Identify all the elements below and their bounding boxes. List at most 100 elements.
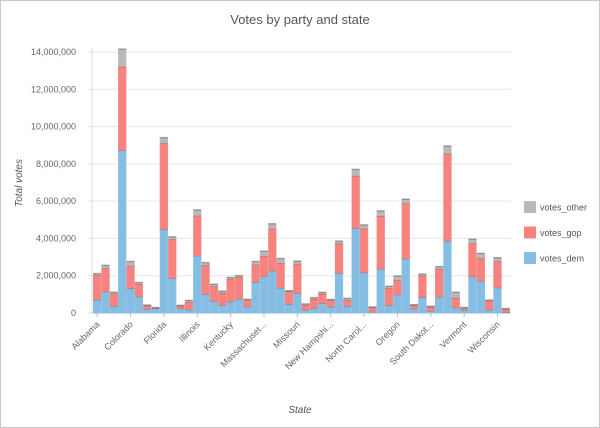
bar-segment-votes_other[interactable] bbox=[126, 260, 135, 267]
bar-segment-votes_gop[interactable] bbox=[251, 263, 260, 283]
bar-segment-votes_gop[interactable] bbox=[201, 264, 210, 295]
bar-segment-votes_dem[interactable] bbox=[493, 286, 502, 314]
bar-stack-hawaii[interactable] bbox=[176, 304, 185, 314]
bar-segment-votes_gop[interactable] bbox=[93, 274, 102, 300]
bar-stack-colorado[interactable] bbox=[126, 260, 135, 314]
bar-segment-votes_dem[interactable] bbox=[359, 271, 369, 314]
bar-stack-north-carolina[interactable] bbox=[359, 224, 369, 314]
bar-segment-votes_other[interactable] bbox=[93, 272, 102, 276]
bar-segment-votes_other[interactable] bbox=[209, 283, 219, 287]
bar-segment-votes_gop[interactable] bbox=[159, 142, 169, 230]
bar-segment-votes_other[interactable] bbox=[326, 298, 335, 301]
bar-segment-votes_other[interactable] bbox=[168, 236, 177, 240]
bar-stack-utah[interactable] bbox=[451, 291, 460, 314]
bar-segment-votes_other[interactable] bbox=[426, 305, 435, 307]
bar-segment-votes_dem[interactable] bbox=[218, 304, 227, 314]
bar-segment-votes_dem[interactable] bbox=[293, 292, 302, 314]
bar-segment-votes_other[interactable] bbox=[384, 285, 394, 288]
bar-segment-votes_gop[interactable] bbox=[218, 291, 227, 306]
bar-stack-kansas[interactable] bbox=[218, 290, 227, 314]
bar-segment-votes_dem[interactable] bbox=[168, 277, 177, 314]
bar-segment-votes_other[interactable] bbox=[301, 303, 310, 305]
bar-segment-votes_dem[interactable] bbox=[468, 275, 477, 314]
bar-segment-votes_other[interactable] bbox=[226, 276, 235, 280]
bar-stack-mississippi[interactable] bbox=[284, 289, 294, 314]
bar-stack-north-dakota[interactable] bbox=[368, 306, 377, 314]
bar-stack-rhode-island[interactable] bbox=[409, 303, 419, 314]
bar-segment-votes_gop[interactable] bbox=[234, 275, 244, 299]
bar-segment-votes_gop[interactable] bbox=[451, 297, 460, 308]
bar-segment-votes_other[interactable] bbox=[218, 290, 227, 293]
bar-stack-illinois[interactable] bbox=[193, 209, 202, 314]
bar-segment-votes_gop[interactable] bbox=[484, 299, 494, 310]
bar-stack-missouri[interactable] bbox=[293, 260, 302, 314]
bar-segment-votes_gop[interactable] bbox=[334, 242, 344, 274]
bar-stack-pennsylvania[interactable] bbox=[401, 198, 410, 314]
bar-segment-votes_other[interactable] bbox=[134, 281, 144, 285]
bar-segment-votes_gop[interactable] bbox=[168, 238, 177, 279]
bar-segment-votes_gop[interactable] bbox=[284, 290, 294, 305]
bar-stack-louisiana[interactable] bbox=[234, 274, 244, 314]
bar-segment-votes_gop[interactable] bbox=[209, 285, 219, 302]
bar-stack-district-of-columbia[interactable] bbox=[151, 306, 160, 314]
bar-stack-michigan[interactable] bbox=[268, 223, 277, 314]
bar-segment-votes_other[interactable] bbox=[476, 252, 485, 259]
bar-stack-connecticut[interactable] bbox=[134, 281, 144, 314]
bar-segment-votes_gop[interactable] bbox=[126, 265, 135, 289]
bar-segment-votes_other[interactable] bbox=[468, 238, 477, 244]
bar-stack-kentucky[interactable] bbox=[226, 276, 235, 314]
bar-segment-votes_gop[interactable] bbox=[393, 279, 402, 295]
bar-segment-votes_other[interactable] bbox=[376, 210, 385, 216]
bar-stack-arizona[interactable] bbox=[101, 264, 110, 314]
bar-segment-votes_other[interactable] bbox=[109, 291, 119, 294]
bar-stack-washington[interactable] bbox=[476, 252, 485, 314]
bar-segment-votes_gop[interactable] bbox=[184, 301, 194, 310]
bar-segment-votes_other[interactable] bbox=[368, 306, 377, 308]
bar-stack-nebraska[interactable] bbox=[309, 296, 319, 314]
bar-segment-votes_gop[interactable] bbox=[309, 297, 319, 309]
bar-segment-votes_dem[interactable] bbox=[159, 228, 169, 314]
bar-stack-georgia[interactable] bbox=[168, 236, 177, 314]
bar-segment-votes_dem[interactable] bbox=[318, 302, 327, 314]
bar-segment-votes_other[interactable] bbox=[501, 307, 511, 310]
bar-stack-alabama[interactable] bbox=[93, 272, 102, 314]
bar-segment-votes_gop[interactable] bbox=[193, 214, 202, 256]
bar-segment-votes_other[interactable] bbox=[276, 257, 285, 264]
bar-segment-votes_other[interactable] bbox=[159, 136, 169, 144]
bar-segment-votes_dem[interactable] bbox=[434, 296, 444, 314]
bar-segment-votes_gop[interactable] bbox=[359, 227, 369, 273]
bar-segment-votes_dem[interactable] bbox=[259, 275, 269, 314]
bar-segment-votes_gop[interactable] bbox=[376, 214, 385, 269]
bar-segment-votes_other[interactable] bbox=[418, 273, 427, 276]
bar-stack-oklahoma[interactable] bbox=[384, 285, 394, 314]
bar-segment-votes_dem[interactable] bbox=[126, 287, 135, 314]
bar-stack-new-hampshire[interactable] bbox=[326, 298, 335, 314]
bar-segment-votes_other[interactable] bbox=[184, 299, 194, 303]
bar-segment-votes_other[interactable] bbox=[359, 224, 369, 229]
bar-segment-votes_dem[interactable] bbox=[134, 295, 144, 314]
bar-segment-votes_other[interactable] bbox=[318, 291, 327, 294]
bar-segment-votes_other[interactable] bbox=[101, 264, 110, 269]
bar-segment-votes_dem[interactable] bbox=[251, 281, 260, 314]
bar-segment-votes_other[interactable] bbox=[259, 250, 269, 257]
bar-segment-votes_gop[interactable] bbox=[268, 227, 277, 272]
bar-segment-votes_other[interactable] bbox=[401, 198, 410, 204]
bar-segment-votes_dem[interactable] bbox=[209, 300, 219, 314]
bar-segment-votes_dem[interactable] bbox=[393, 293, 402, 314]
bar-segment-votes_gop[interactable] bbox=[493, 260, 502, 288]
bar-stack-delaware[interactable] bbox=[143, 304, 152, 314]
bar-segment-votes_gop[interactable] bbox=[401, 202, 410, 259]
bar-stack-california[interactable] bbox=[118, 48, 127, 314]
bar-segment-votes_dem[interactable] bbox=[384, 304, 394, 314]
legend-item-votes_gop[interactable]: votes_gop bbox=[524, 226, 582, 239]
bar-segment-votes_dem[interactable] bbox=[193, 254, 202, 314]
bar-segment-votes_other[interactable] bbox=[451, 291, 460, 299]
bar-segment-votes_dem[interactable] bbox=[376, 267, 385, 314]
bar-stack-massachusetts[interactable] bbox=[259, 250, 269, 314]
bar-segment-votes_dem[interactable] bbox=[443, 240, 452, 314]
bar-stack-new-jersey[interactable] bbox=[334, 240, 344, 314]
bar-segment-votes_dem[interactable] bbox=[93, 298, 102, 314]
bar-segment-votes_gop[interactable] bbox=[443, 152, 452, 242]
bar-segment-votes_dem[interactable] bbox=[334, 272, 344, 314]
bar-segment-votes_dem[interactable] bbox=[418, 296, 427, 314]
